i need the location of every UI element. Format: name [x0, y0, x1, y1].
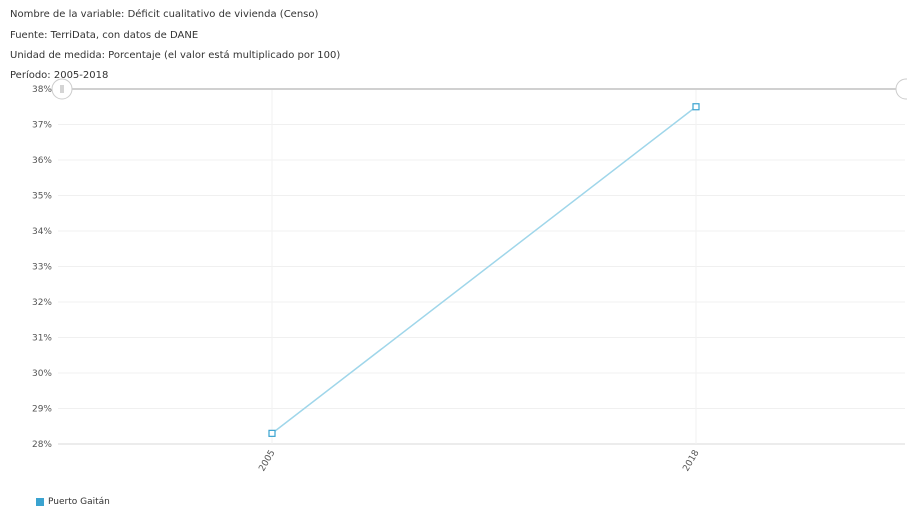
y-axis: 28% 29% 30% 31% 32% 33% 34% 35% 36% 37% 38%	[32, 85, 52, 450]
source-text: Fuente: TerriData, con datos de DANE	[10, 30, 199, 41]
y-tick-label: 34%	[32, 227, 52, 237]
legend-swatch	[36, 498, 44, 506]
y-tick-label: 30%	[32, 369, 52, 379]
unit-text: Unidad de medida: Porcentaje (el valor e…	[10, 50, 341, 61]
y-tick-label: 37%	[32, 121, 52, 131]
grid	[58, 88, 905, 445]
y-tick-label: 28%	[32, 440, 52, 450]
x-axis: 2005 2018	[257, 448, 701, 473]
y-tick-label: 29%	[32, 405, 52, 415]
y-tick-label: 36%	[32, 156, 52, 166]
legend-item[interactable]: Puerto Gaitán	[36, 497, 110, 507]
y-tick-label: 38%	[32, 85, 52, 95]
y-tick-label: 33%	[32, 263, 52, 273]
data-point[interactable]	[692, 103, 700, 111]
range-slider-right-handle[interactable]	[895, 78, 907, 100]
y-tick-label: 32%	[32, 298, 52, 308]
variable-name-text: Nombre de la variable: Déficit cualitati…	[10, 9, 319, 20]
series-line	[271, 106, 697, 434]
range-slider-left-handle[interactable]	[51, 78, 73, 100]
legend-label: Puerto Gaitán	[48, 497, 110, 507]
y-tick-label: 31%	[32, 334, 52, 344]
x-tick-label: 2005	[257, 449, 277, 474]
period-text: Período: 2005-2018	[10, 70, 109, 81]
data-point[interactable]	[268, 429, 276, 437]
series-layer	[268, 103, 700, 437]
range-slider[interactable]	[51, 78, 907, 100]
y-tick-label: 35%	[32, 192, 52, 202]
x-tick-label: 2018	[681, 448, 701, 473]
